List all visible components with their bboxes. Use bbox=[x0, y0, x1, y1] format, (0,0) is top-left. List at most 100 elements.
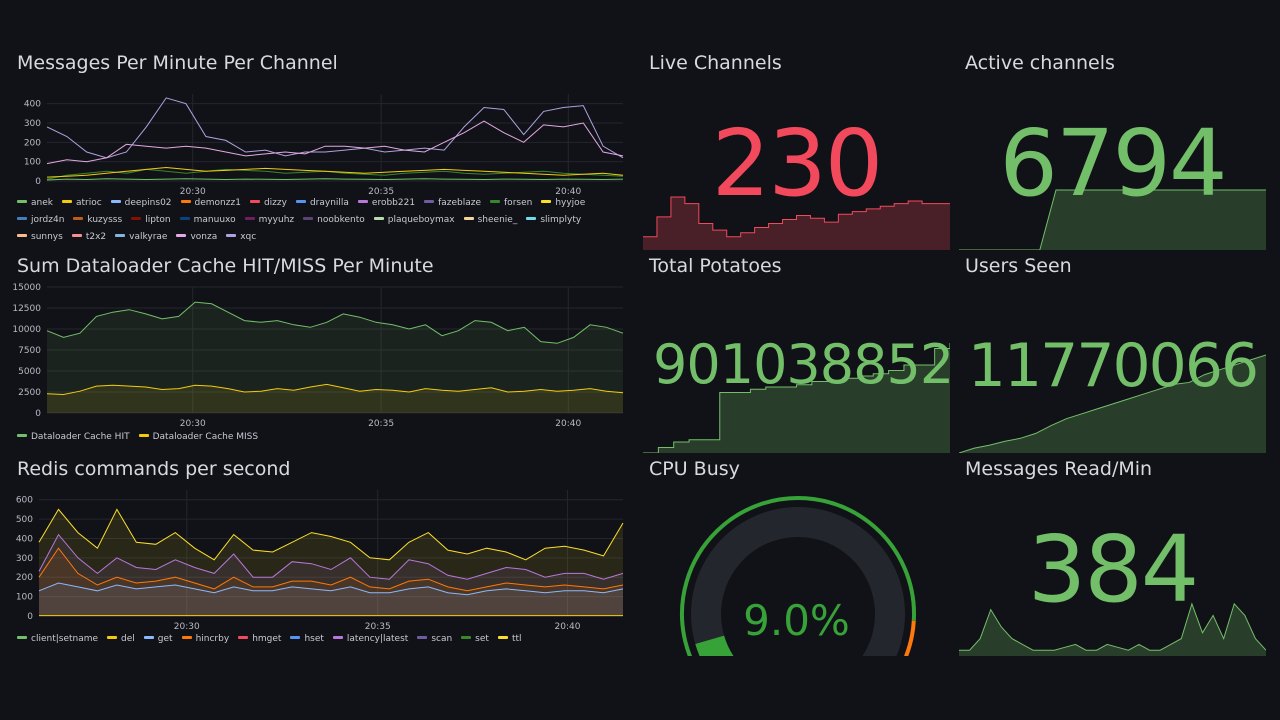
dataloader-chart[interactable]: 0 2500 5000 7500 10000 12500 15000 20:30 20:35 20… bbox=[12, 283, 627, 431]
live-channels-value: 230 bbox=[711, 110, 884, 217]
sparkline-line bbox=[643, 196, 950, 238]
redis-legend-item[interactable]: get bbox=[143, 631, 173, 648]
messages-legend-item[interactable]: manuuxo bbox=[179, 212, 236, 229]
series-line-get bbox=[38, 582, 624, 596]
series-line-dataloader-cache-hit bbox=[46, 301, 624, 344]
messages-legend-item[interactable]: myyuhz bbox=[244, 212, 294, 229]
legend-label: Dataloader Cache MISS bbox=[152, 432, 259, 442]
redis-legend-item[interactable]: set bbox=[461, 631, 489, 648]
dataloader-panel-title: Sum Dataloader Cache HIT/MISS Per Minute bbox=[17, 255, 434, 277]
active-channels-sparkline bbox=[959, 189, 1266, 250]
messages-legend-item[interactable]: draynilla bbox=[295, 195, 349, 212]
messages-legend-item[interactable]: hyyjoe bbox=[541, 195, 585, 212]
legend-swatch bbox=[110, 200, 121, 203]
live-channels-sparkline bbox=[643, 196, 950, 250]
legend-swatch bbox=[497, 636, 508, 639]
legend-label: draynilla bbox=[309, 198, 349, 208]
y-tick-label: 7500 bbox=[18, 346, 41, 356]
messages-legend-item[interactable]: atrioc bbox=[61, 195, 102, 212]
legend-swatch bbox=[357, 200, 368, 203]
x-tick-label: 20:35 bbox=[368, 419, 394, 429]
dataloader-legend-item[interactable]: Dataloader Cache HIT bbox=[17, 429, 130, 446]
redis-legend-item[interactable]: hset bbox=[290, 631, 324, 648]
series-line-latency-latest bbox=[38, 533, 624, 580]
redis-legend-item[interactable]: hmget bbox=[238, 631, 281, 648]
messages-legend-item[interactable]: demonzz1 bbox=[180, 195, 241, 212]
legend-label: latency|latest bbox=[346, 634, 409, 644]
legend-label: forsen bbox=[504, 198, 533, 208]
redis-legend-item[interactable]: hincrby bbox=[181, 631, 229, 648]
x-tick-label: 20:35 bbox=[365, 622, 391, 632]
messages-legend-item[interactable]: noobkento bbox=[303, 212, 365, 229]
sparkline-line bbox=[959, 189, 1266, 250]
series-line-vonza bbox=[46, 120, 624, 165]
messages-legend-item[interactable]: slimplyty bbox=[526, 212, 581, 229]
messages-legend-item[interactable]: dizzy bbox=[249, 195, 287, 212]
messages-legend-item[interactable]: lipton bbox=[131, 212, 171, 229]
y-tick-label: 300 bbox=[24, 119, 41, 129]
redis-legend-item[interactable]: client|setname bbox=[17, 631, 98, 648]
legend-swatch bbox=[107, 636, 118, 639]
messages-legend-item[interactable]: erobb221 bbox=[357, 195, 416, 212]
legend-label: erobb221 bbox=[371, 198, 416, 208]
messages-legend-item[interactable]: kuzysss bbox=[73, 212, 122, 229]
total-potatoes-value: 901038852 bbox=[653, 333, 954, 396]
messages-legend-item[interactable]: vonza bbox=[176, 229, 217, 246]
legend-swatch bbox=[61, 200, 72, 203]
x-tick-label: 20:40 bbox=[555, 187, 581, 197]
y-tick-label: 200 bbox=[24, 138, 41, 148]
x-tick-label: 20:30 bbox=[180, 187, 206, 197]
sparkline-area bbox=[959, 190, 1266, 250]
messages-read-panel: Messages Read/Min 384 bbox=[959, 458, 1266, 656]
series-area bbox=[47, 302, 623, 413]
legend-swatch bbox=[179, 217, 190, 220]
legend-swatch bbox=[180, 200, 191, 203]
redis-legend-item[interactable]: del bbox=[107, 631, 135, 648]
messages-legend-item[interactable]: plaqueboymax bbox=[373, 212, 455, 229]
series-line-xqc bbox=[46, 97, 624, 159]
active-channels-panel: Active channels 6794 bbox=[959, 52, 1266, 250]
legend-swatch bbox=[73, 217, 84, 220]
legend-label: demonzz1 bbox=[194, 198, 241, 208]
cpu-busy-value: 9.0% bbox=[743, 596, 850, 645]
y-tick-label: 300 bbox=[16, 554, 33, 564]
series-area bbox=[47, 384, 623, 413]
messages-legend-item[interactable]: xqc bbox=[226, 229, 256, 246]
messages-legend-item[interactable]: anek bbox=[17, 195, 53, 212]
users-seen-value: 11770066 bbox=[967, 331, 1259, 401]
messages-legend-item[interactable]: fazeblaze bbox=[424, 195, 481, 212]
messages-legend-item[interactable]: sheenie_ bbox=[463, 212, 517, 229]
messages-legend-item[interactable]: sunnys bbox=[17, 229, 63, 246]
active-channels-title: Active channels bbox=[965, 52, 1115, 74]
y-tick-label: 15000 bbox=[12, 283, 41, 293]
legend-swatch bbox=[541, 200, 552, 203]
redis-legend-item[interactable]: ttl bbox=[497, 631, 522, 648]
redis-legend-item[interactable]: latency|latest bbox=[332, 631, 409, 648]
sparkline-line bbox=[959, 354, 1266, 453]
messages-legend-item[interactable]: t2x2 bbox=[71, 229, 106, 246]
messages-legend-item[interactable]: jordz4n bbox=[17, 212, 64, 229]
series-line-atrioc bbox=[46, 166, 624, 178]
cpu-busy-gauge bbox=[680, 496, 916, 656]
legend-label: get bbox=[157, 634, 173, 644]
y-tick-label: 10000 bbox=[12, 325, 41, 335]
legend-swatch bbox=[17, 200, 27, 203]
series-area bbox=[39, 583, 623, 616]
total-potatoes-sparkline bbox=[643, 343, 950, 453]
dataloader-legend-item[interactable]: Dataloader Cache MISS bbox=[138, 429, 259, 446]
y-tick-label: 2500 bbox=[18, 388, 41, 398]
messages-chart[interactable]: 0 100 200 300 400 20:30 20:35 20:40 bbox=[17, 90, 627, 197]
legend-label: anek bbox=[31, 198, 53, 208]
legend-swatch bbox=[176, 234, 187, 237]
redis-legend-item[interactable]: scan bbox=[417, 631, 452, 648]
legend-label: fazeblaze bbox=[438, 198, 482, 208]
messages-legend-item[interactable]: forsen bbox=[490, 195, 532, 212]
messages-legend-item[interactable]: valkyrae bbox=[115, 229, 167, 246]
messages-legend-item[interactable]: deepins02 bbox=[110, 195, 172, 212]
redis-chart[interactable]: 0 100 200 300 400 500 600 20:30 20:35 20:40 bbox=[16, 486, 627, 634]
legend-swatch bbox=[17, 217, 27, 220]
gauge-threshold-green bbox=[680, 496, 916, 656]
y-tick-label: 100 bbox=[16, 593, 33, 603]
sparkline-line bbox=[643, 343, 950, 453]
y-tick-label: 400 bbox=[24, 100, 41, 110]
